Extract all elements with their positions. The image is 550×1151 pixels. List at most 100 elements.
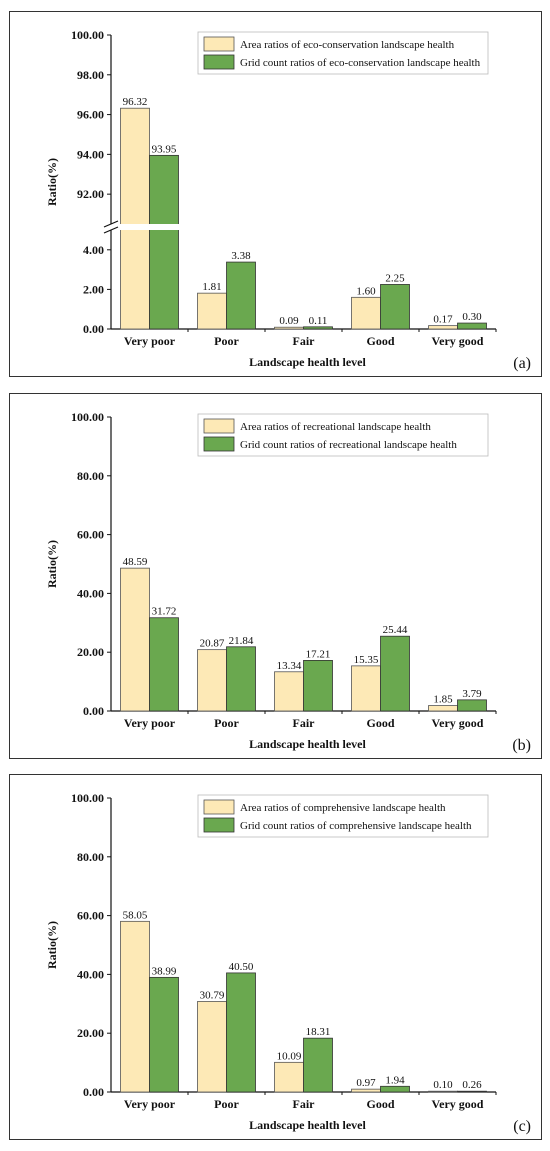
- x-axis-title: Landscape health level: [249, 737, 366, 751]
- bar-grid: [457, 322, 487, 330]
- bar-grid: [303, 326, 333, 330]
- bar-area: [197, 292, 227, 330]
- x-tick-label: Good: [366, 716, 394, 730]
- x-axis-title: Landscape health level: [249, 1118, 366, 1132]
- panel-label: (a): [513, 355, 531, 372]
- legend-swatch: [203, 436, 235, 452]
- y-tick-label: 20.00: [77, 1026, 104, 1040]
- y-tick-label: 2.00: [83, 282, 104, 296]
- axis-break-gap: [102, 224, 252, 230]
- bar-area: [120, 567, 150, 712]
- panel-label: (b): [512, 737, 531, 754]
- bar-chart-c: 0.00 20.00 40.00 60.00 80.00 100.00 58.05 38.99…: [45, 791, 531, 1135]
- bar-area: [274, 326, 304, 330]
- bar-area: [197, 649, 227, 712]
- bar-grid: [457, 699, 487, 712]
- y-tick-label: 40.00: [77, 586, 104, 600]
- legend-label: Grid count ratios of recreational landsc…: [240, 439, 457, 451]
- x-tick-label: Very good: [432, 716, 484, 730]
- legend-swatch: [203, 54, 235, 70]
- legend-swatch: [203, 418, 235, 434]
- data-label: 93.95: [152, 143, 177, 155]
- data-label: 21.84: [229, 635, 254, 647]
- bar-chart-b: 0.00 20.00 40.00 60.00 80.00 100.00 48.59 31.72…: [45, 410, 531, 754]
- data-label: 15.35: [354, 654, 379, 666]
- data-label: 0.30: [462, 311, 482, 323]
- y-tick-label: 96.00: [77, 108, 104, 122]
- x-tick-label: Good: [366, 1097, 394, 1111]
- y-tick-label: 92.00: [77, 187, 104, 201]
- legend-box: [197, 31, 489, 75]
- data-label: 17.21: [306, 648, 331, 660]
- x-tick-label: Fair: [293, 334, 316, 348]
- y-tick-label: 40.00: [77, 967, 104, 981]
- bar-grid: [380, 284, 410, 330]
- x-tick-label: Poor: [214, 716, 239, 730]
- bar-area: [274, 1061, 304, 1093]
- x-tick-label: Very poor: [124, 716, 176, 730]
- data-label: 0.26: [462, 1079, 482, 1091]
- bar-chart-a: 0.00 2.00 4.00 92.00 94.00 96.00 98.00 100.00 96…: [45, 28, 531, 372]
- bar-area: [197, 1001, 227, 1093]
- y-tick-label: 60.00: [77, 909, 104, 923]
- bar-grid: [149, 617, 179, 712]
- data-label: 1.81: [202, 281, 221, 293]
- bar-area: [120, 107, 150, 330]
- y-tick-label: 80.00: [77, 850, 104, 864]
- legend-box: [197, 794, 489, 838]
- x-tick-label: Very good: [432, 334, 484, 348]
- data-label: 40.50: [229, 961, 254, 973]
- legend-label: Area ratios of comprehensive landscape h…: [240, 802, 446, 814]
- x-axis-title: Landscape health level: [249, 355, 366, 369]
- bar-grid: [303, 1037, 333, 1093]
- x-tick-label: Very good: [432, 1097, 484, 1111]
- bar-grid: [380, 1085, 410, 1093]
- y-tick-label: 0.00: [83, 322, 104, 336]
- data-label: 38.99: [152, 965, 177, 977]
- bar-grid: [149, 154, 179, 330]
- data-label: 2.25: [385, 272, 405, 284]
- bar-grid: [380, 635, 410, 712]
- y-tick-label: 4.00: [83, 243, 104, 257]
- data-label: 0.09: [279, 315, 299, 327]
- bar-area: [428, 325, 458, 330]
- y-tick-label: 100.00: [71, 28, 104, 42]
- y-tick-label: 0.00: [83, 704, 104, 718]
- data-label: 30.79: [200, 989, 225, 1001]
- x-tick-label: Fair: [293, 1097, 316, 1111]
- y-tick-label: 100.00: [71, 410, 104, 424]
- bar-grid: [149, 976, 179, 1093]
- axis-break-mark: [103, 226, 119, 234]
- data-label: 10.09: [277, 1050, 302, 1062]
- legend-label: Grid count ratios of comprehensive lands…: [240, 820, 472, 832]
- bar-grid: [457, 1090, 487, 1093]
- data-label: 13.34: [277, 660, 302, 672]
- legend-swatch: [203, 817, 235, 833]
- panel-label: (c): [513, 1118, 531, 1135]
- x-tick-label: Very poor: [124, 334, 176, 348]
- data-label: 20.87: [200, 638, 225, 650]
- y-tick-label: 100.00: [71, 791, 104, 805]
- bar-area: [351, 1088, 381, 1093]
- y-axis-title: Ratio(%): [45, 540, 59, 588]
- legend-box: [197, 413, 489, 457]
- axis-break-mark: [103, 220, 119, 228]
- x-tick-label: Poor: [214, 1097, 239, 1111]
- data-label: 18.31: [306, 1026, 331, 1038]
- data-label: 96.32: [123, 96, 148, 108]
- x-tick-label: Fair: [293, 716, 316, 730]
- chart-panel-a: 0.00 2.00 4.00 92.00 94.00 96.00 98.00 100.00 96…: [9, 11, 542, 377]
- data-label: 3.38: [231, 250, 251, 262]
- data-label: 3.79: [462, 688, 482, 700]
- data-label: 0.11: [309, 315, 328, 327]
- bar-area: [274, 671, 304, 712]
- bar-area: [351, 296, 381, 330]
- y-tick-label: 80.00: [77, 469, 104, 483]
- y-axis-title: Ratio(%): [45, 158, 59, 206]
- bar-grid: [226, 972, 256, 1093]
- data-label: 31.72: [152, 606, 177, 618]
- legend-swatch: [203, 36, 235, 52]
- legend-label: Area ratios of recreational landscape he…: [240, 421, 431, 433]
- y-tick-label: 0.00: [83, 1085, 104, 1099]
- bar-grid: [226, 261, 256, 330]
